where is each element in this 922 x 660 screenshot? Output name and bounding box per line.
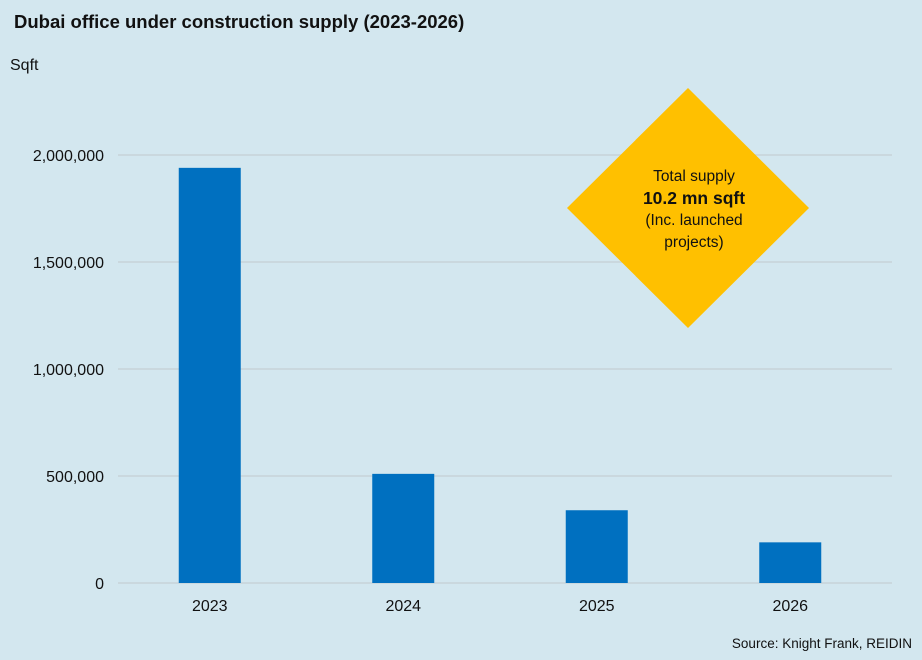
y-tick-label: 500,000 xyxy=(46,469,104,486)
x-tick-label: 2024 xyxy=(385,598,421,615)
annotation-line2: 10.2 mn sqft xyxy=(643,188,745,208)
y-tick-label: 1,500,000 xyxy=(33,255,104,272)
x-tick-label: 2026 xyxy=(772,598,808,615)
annotation-line4: projects) xyxy=(664,234,723,251)
x-tick-label: 2025 xyxy=(579,598,615,615)
bar-2024 xyxy=(372,473,435,583)
bar-2025 xyxy=(565,510,628,583)
x-axis-ticks: 2023 2024 2025 2026 xyxy=(192,598,808,615)
annotation-line3: (Inc. launched xyxy=(645,212,742,229)
y-axis-ticks: 0 500,000 1,000,000 1,500,000 2,000,000 xyxy=(33,148,104,593)
annotation-line1: Total supply xyxy=(653,168,735,185)
annotation-diamond xyxy=(567,88,809,328)
y-tick-label: 0 xyxy=(95,576,104,593)
total-supply-annotation: Total supply 10.2 mn sqft (Inc. launched… xyxy=(567,88,809,328)
y-axis-unit-label: Sqft xyxy=(10,57,39,74)
bar-2023 xyxy=(178,167,241,583)
bar-2026 xyxy=(759,542,822,583)
y-tick-label: 1,000,000 xyxy=(33,362,104,379)
x-tick-label: 2023 xyxy=(192,598,228,615)
y-tick-label: 2,000,000 xyxy=(33,148,104,165)
source-note: Source: Knight Frank, REIDIN xyxy=(731,636,912,651)
bars xyxy=(178,167,822,583)
chart-title: Dubai office under construction supply (… xyxy=(14,11,465,32)
